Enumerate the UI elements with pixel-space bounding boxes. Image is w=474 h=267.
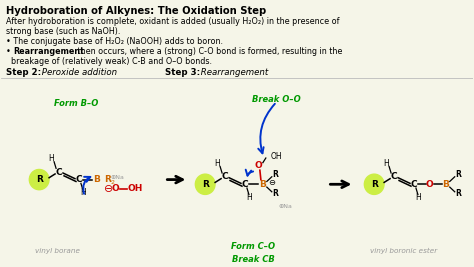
Text: strong base (such as NaOH).: strong base (such as NaOH). <box>6 27 121 36</box>
Text: vinyl boronic ester: vinyl boronic ester <box>370 248 438 254</box>
Text: C: C <box>222 172 228 181</box>
Text: Form C–O
Break CB: Form C–O Break CB <box>231 242 275 264</box>
Ellipse shape <box>195 174 215 194</box>
Text: Hydroboration of Alkynes: The Oxidation Step: Hydroboration of Alkynes: The Oxidation … <box>6 6 266 16</box>
Text: Rearrangement: Rearrangement <box>13 47 84 56</box>
Text: H: H <box>80 188 86 197</box>
Text: Form B–O: Form B–O <box>54 99 98 108</box>
Text: Step 2:: Step 2: <box>6 68 42 77</box>
Text: Break O–O: Break O–O <box>252 95 301 104</box>
Text: C: C <box>391 172 397 181</box>
Text: B: B <box>259 180 266 189</box>
Text: R: R <box>36 175 43 184</box>
Text: breakage of (relatively weak) C-B and O–O bonds.: breakage of (relatively weak) C-B and O–… <box>6 57 212 66</box>
Text: Step 3:: Step 3: <box>165 68 201 77</box>
Text: ⊖: ⊖ <box>268 178 275 187</box>
Text: O: O <box>112 184 119 194</box>
Text: OH: OH <box>271 152 283 161</box>
Text: R: R <box>104 175 110 184</box>
Text: Peroxide addition: Peroxide addition <box>39 68 117 77</box>
Text: B: B <box>93 175 100 184</box>
Text: H: H <box>214 159 220 168</box>
Ellipse shape <box>365 174 384 194</box>
Text: C: C <box>56 168 63 176</box>
Text: vinyl borane: vinyl borane <box>35 248 80 254</box>
Text: R: R <box>202 180 209 189</box>
Text: R: R <box>272 189 278 198</box>
Text: C: C <box>76 175 82 184</box>
Text: 2: 2 <box>111 180 115 185</box>
Text: ⊖: ⊖ <box>104 184 113 194</box>
Text: H: H <box>383 159 389 168</box>
Text: •: • <box>6 47 14 56</box>
Text: then occurs, where a (strong) C-O bond is formed, resulting in the: then occurs, where a (strong) C-O bond i… <box>75 47 342 56</box>
Text: C: C <box>410 180 417 189</box>
Text: ⊕Na: ⊕Na <box>111 175 125 180</box>
Text: R: R <box>272 170 278 179</box>
Text: OH: OH <box>128 184 143 194</box>
Ellipse shape <box>29 170 49 190</box>
Text: H: H <box>48 154 54 163</box>
Text: After hydroboration is complete, oxidant is added (usually H₂O₂) in the presence: After hydroboration is complete, oxidant… <box>6 17 340 26</box>
Text: H: H <box>246 193 252 202</box>
Text: H: H <box>415 193 421 202</box>
Text: ⊕Na: ⊕Na <box>279 204 292 209</box>
Text: R: R <box>371 180 378 189</box>
Text: R: R <box>455 189 461 198</box>
Text: B: B <box>442 180 449 189</box>
Text: O: O <box>426 180 434 189</box>
Text: Rearrangement: Rearrangement <box>198 68 268 77</box>
Text: C: C <box>242 180 248 189</box>
Text: • The conjugate base of H₂O₂ (NaOOH) adds to boron.: • The conjugate base of H₂O₂ (NaOOH) add… <box>6 37 223 46</box>
Text: O: O <box>255 161 263 170</box>
Text: R: R <box>455 170 461 179</box>
